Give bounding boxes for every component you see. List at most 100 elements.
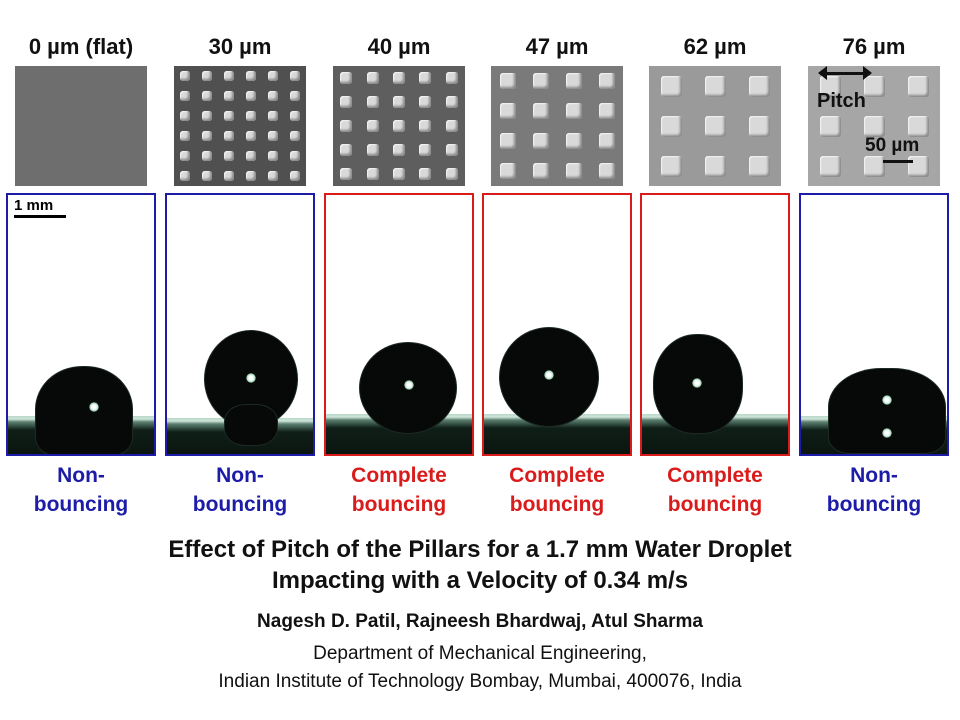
pillar	[749, 76, 770, 97]
pillar	[340, 72, 352, 84]
droplet-highlight	[544, 370, 554, 380]
pillar	[246, 111, 256, 121]
pillar	[419, 168, 431, 180]
pillar	[224, 171, 234, 181]
pillar	[599, 133, 615, 149]
pillar	[202, 151, 212, 161]
pillar	[419, 144, 431, 156]
outcome-line2: bouncing	[667, 493, 763, 516]
pillar	[180, 171, 190, 181]
double-arrow-icon	[818, 66, 872, 80]
sem-scale-label: 50 µm	[865, 135, 920, 156]
affiliation-line1: Department of Mechanical Engineering,	[313, 643, 647, 664]
pillar	[446, 96, 458, 108]
pillar	[599, 73, 615, 89]
outcome-line1: Non-	[216, 464, 264, 487]
droplet	[36, 367, 132, 454]
pillar	[180, 151, 190, 161]
pitch-label: 40 µm	[367, 34, 431, 59]
droplet-highlight	[404, 380, 414, 390]
droplet-frame	[324, 193, 474, 456]
pillar	[566, 133, 582, 149]
pillar	[340, 168, 352, 180]
pillar	[419, 120, 431, 132]
outcome-label: Non- bouncing	[162, 461, 318, 519]
pillar	[202, 71, 212, 81]
pillar	[246, 171, 256, 181]
droplet-highlight	[246, 373, 256, 383]
affiliation: Department of Mechanical Engineering, In…	[0, 640, 960, 696]
sem-image	[174, 66, 306, 186]
pillar	[202, 111, 212, 121]
pillar	[749, 116, 770, 137]
outcome-label: Complete bouncing	[479, 461, 635, 519]
pillar	[224, 111, 234, 121]
outcome-label: Non- bouncing	[796, 461, 952, 519]
outcome-line1: Non-	[850, 464, 898, 487]
pillar	[500, 133, 516, 149]
pillar	[419, 72, 431, 84]
title-line1: Effect of Pitch of the Pillars for a 1.7…	[168, 536, 792, 563]
pillar	[566, 73, 582, 89]
pillar	[393, 72, 405, 84]
pillar	[367, 96, 379, 108]
pillar	[246, 91, 256, 101]
droplet-neck	[225, 405, 277, 445]
droplet-highlight	[692, 378, 702, 388]
sem-image	[491, 66, 623, 186]
sem-image	[808, 66, 940, 186]
pillar	[705, 76, 726, 97]
pillar	[224, 151, 234, 161]
droplet-frame	[165, 193, 315, 456]
pillar	[290, 71, 300, 81]
pillar	[393, 96, 405, 108]
title-line2: Impacting with a Velocity of 0.34 m/s	[271, 567, 689, 594]
pitch-label: 76 µm	[842, 34, 906, 59]
sem-image	[15, 66, 147, 186]
sem-image	[333, 66, 465, 186]
pillar	[180, 131, 190, 141]
droplet-frame	[482, 193, 632, 456]
pillar	[820, 116, 841, 137]
pillar	[393, 168, 405, 180]
pillar	[268, 171, 278, 181]
pillar	[749, 156, 770, 177]
pillar	[224, 131, 234, 141]
pillar	[290, 91, 300, 101]
pillar	[446, 120, 458, 132]
outcome-line1: Complete	[667, 464, 763, 487]
pillar	[290, 171, 300, 181]
pillar	[340, 120, 352, 132]
outcome-line2: bouncing	[826, 493, 922, 516]
pillar	[268, 111, 278, 121]
droplet-frame	[6, 193, 156, 456]
pillar	[705, 156, 726, 177]
authors: Nagesh D. Patil, Rajneesh Bhardwaj, Atul…	[257, 611, 703, 632]
pillar	[246, 131, 256, 141]
pillar	[599, 163, 615, 179]
outcome-line1: Complete	[509, 464, 605, 487]
pillar	[500, 163, 516, 179]
pillar	[340, 96, 352, 108]
pillar	[224, 71, 234, 81]
scale-bar-label: 1 mm	[14, 197, 54, 214]
pillar	[268, 151, 278, 161]
pitch-label: 47 µm	[525, 34, 589, 59]
pillar	[268, 71, 278, 81]
pillar	[533, 133, 549, 149]
pillar	[820, 156, 841, 177]
pillar	[864, 116, 885, 137]
outcome-line2: bouncing	[33, 493, 129, 516]
pillar	[599, 103, 615, 119]
pillar	[661, 156, 682, 177]
pillar	[180, 71, 190, 81]
outcome-label: Non- bouncing	[3, 461, 159, 519]
pillar	[820, 76, 841, 97]
pillar	[419, 96, 431, 108]
droplet-highlight	[89, 402, 99, 412]
pillar	[367, 120, 379, 132]
pillar	[533, 103, 549, 119]
pillar	[340, 144, 352, 156]
pillar	[246, 151, 256, 161]
pillar	[661, 116, 682, 137]
